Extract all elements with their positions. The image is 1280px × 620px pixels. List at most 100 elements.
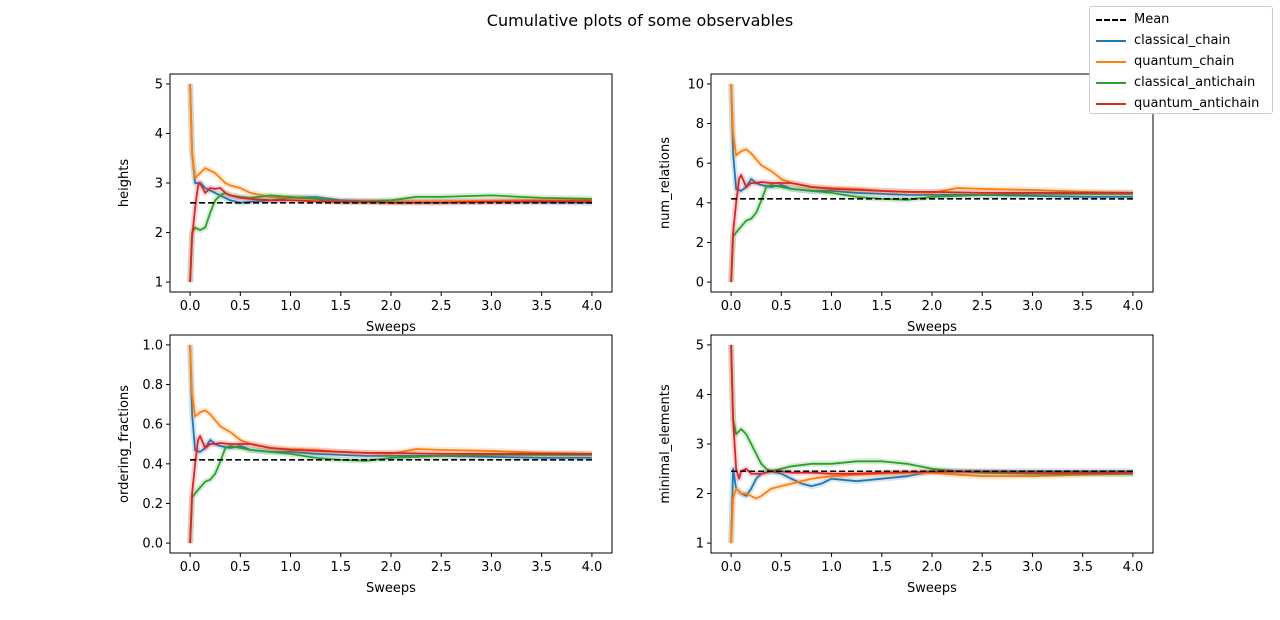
x-tick-label: 1.5 [330, 299, 351, 314]
x-tick-label: 3.0 [481, 560, 502, 575]
x-tick-label: 2.5 [972, 299, 993, 314]
panel-minimal-elements: 0.0 0.5 1.0 1.5 2.0 2.5 3.0 3.5 4.0 1 2 3 4 5 Sweeps mi… [658, 334, 1154, 596]
x-axis-label: Sweeps [907, 581, 957, 596]
plot-area [728, 83, 1133, 283]
series-band-classical-antichain [187, 189, 592, 283]
y-tick-label: 4 [696, 196, 704, 211]
y-tick-label: 2 [155, 226, 163, 241]
series-band-quantum-chain [187, 344, 592, 457]
series-line-quantum-chain [189, 344, 592, 455]
x-tick-label: 3.0 [1022, 560, 1043, 575]
legend-swatch-classical-chain [1096, 40, 1126, 42]
x-tick-label: 0.0 [180, 299, 201, 314]
legend-entry-classical-antichain: classical_antichain [1090, 73, 1272, 93]
panel-heights: 0.0 0.5 1.0 1.5 2.0 2.5 3.0 3.5 4.0 1 2 3 4 5 Sweeps he… [117, 73, 613, 335]
y-axis-label: ordering_fractions [117, 385, 132, 503]
x-tick-label: 1.5 [871, 560, 892, 575]
y-axis-label: heights [117, 159, 132, 207]
series-line-quantum-chain [730, 471, 1133, 544]
y-tick-label: 4 [696, 388, 704, 403]
x-tick-label: 1.5 [330, 560, 351, 575]
x-tick-label: 0.5 [230, 299, 251, 314]
y-tick-label: 0.6 [142, 418, 163, 433]
series-line-quantum-chain [730, 83, 1133, 194]
series-line-quantum-antichain [730, 174, 1133, 283]
x-tick-label: 3.0 [481, 299, 502, 314]
series-line-classical-antichain [189, 191, 592, 283]
y-tick-label: 4 [155, 127, 163, 142]
y-tick-label: 0.2 [142, 497, 163, 512]
x-tick-label: 0.5 [771, 299, 792, 314]
series-band-classical-chain [728, 465, 1133, 544]
x-tick-label: 4.0 [582, 299, 603, 314]
x-axis-label: Sweeps [366, 581, 416, 596]
panel-ordering-fractions: 0.0 0.5 1.0 1.5 2.0 2.5 3.0 3.5 4.0 0.0 0.2 0.4 0.6 0… [117, 334, 613, 596]
legend-entry-quantum-chain: quantum_chain [1090, 52, 1272, 72]
y-axis-label: minimal_elements [658, 384, 673, 503]
y-tick-label: 3 [696, 438, 704, 453]
x-tick-label: 3.5 [531, 299, 552, 314]
y-tick-label: 8 [696, 117, 704, 132]
x-tick-label: 0.0 [721, 560, 742, 575]
y-tick-label: 2 [696, 236, 704, 251]
series-band-quantum-antichain [728, 344, 1133, 482]
legend-entry-classical-chain: classical_chain [1090, 31, 1272, 51]
series-line-classical-antichain [189, 445, 592, 544]
y-tick-label: 6 [696, 157, 704, 172]
axes-frame [710, 334, 1154, 554]
x-tick-label: 2.0 [381, 299, 402, 314]
legend-label-classical-antichain: classical_antichain [1134, 75, 1256, 90]
x-tick-label: 3.0 [1022, 299, 1043, 314]
x-tick-label: 3.5 [531, 560, 552, 575]
legend-label-mean: Mean [1134, 12, 1170, 27]
series-band-quantum-chain [728, 83, 1133, 196]
figure-title: Cumulative plots of some observables [487, 11, 793, 30]
axes-frame [169, 73, 613, 293]
y-tick-label: 10 [687, 77, 704, 92]
x-tick-label: 0.5 [230, 560, 251, 575]
x-tick-label: 4.0 [1123, 560, 1144, 575]
series-line-classical-antichain [730, 344, 1133, 475]
panel-num-relations: 0.0 0.5 1.0 1.5 2.0 2.5 3.0 3.5 4.0 0 2 4 6 8 10 Sweeps… [658, 73, 1154, 335]
x-tick-label: 1.0 [280, 299, 301, 314]
y-tick-label: 0.8 [142, 378, 163, 393]
x-tick-label: 2.5 [431, 299, 452, 314]
x-tick-label: 2.0 [922, 299, 943, 314]
y-tick-label: 5 [696, 338, 704, 353]
series-band-quantum-chain [187, 83, 592, 205]
series-line-quantum-antichain [730, 344, 1133, 480]
series-line-classical-antichain [730, 184, 1133, 283]
series-line-quantum-chain [189, 83, 592, 203]
series-band-classical-antichain [728, 344, 1133, 477]
plot-area [187, 83, 592, 283]
legend-entry-quantum-antichain: quantum_antichain [1090, 94, 1272, 114]
plot-area [187, 344, 592, 544]
x-tick-label: 2.5 [972, 560, 993, 575]
legend-swatch-quantum-antichain [1096, 103, 1126, 105]
legend-label-quantum-antichain: quantum_antichain [1134, 96, 1260, 111]
series-line-quantum-antichain [189, 435, 592, 544]
x-tick-label: 2.0 [922, 560, 943, 575]
legend-entry-mean: Mean [1090, 10, 1272, 30]
y-tick-label: 1.0 [142, 338, 163, 353]
legend-swatch-quantum-chain [1096, 61, 1126, 63]
y-tick-label: 0.0 [142, 537, 163, 552]
x-tick-label: 3.5 [1072, 299, 1093, 314]
y-tick-label: 0 [696, 276, 704, 291]
legend-label-classical-chain: classical_chain [1134, 33, 1231, 48]
y-tick-label: 0.4 [142, 457, 163, 472]
legend: Mean classical_chain quantum_chain class… [1089, 6, 1273, 114]
y-axis-label: num_relations [658, 137, 673, 229]
x-tick-label: 2.5 [431, 560, 452, 575]
x-tick-label: 0.0 [180, 560, 201, 575]
x-tick-label: 0.0 [721, 299, 742, 314]
x-axis-label: Sweeps [907, 320, 957, 335]
plot-area [728, 344, 1133, 544]
x-tick-label: 4.0 [582, 560, 603, 575]
x-tick-label: 0.5 [771, 560, 792, 575]
x-axis-label: Sweeps [366, 320, 416, 335]
y-tick-label: 1 [696, 537, 704, 552]
x-tick-label: 1.0 [821, 560, 842, 575]
legend-label-quantum-chain: quantum_chain [1134, 54, 1235, 69]
